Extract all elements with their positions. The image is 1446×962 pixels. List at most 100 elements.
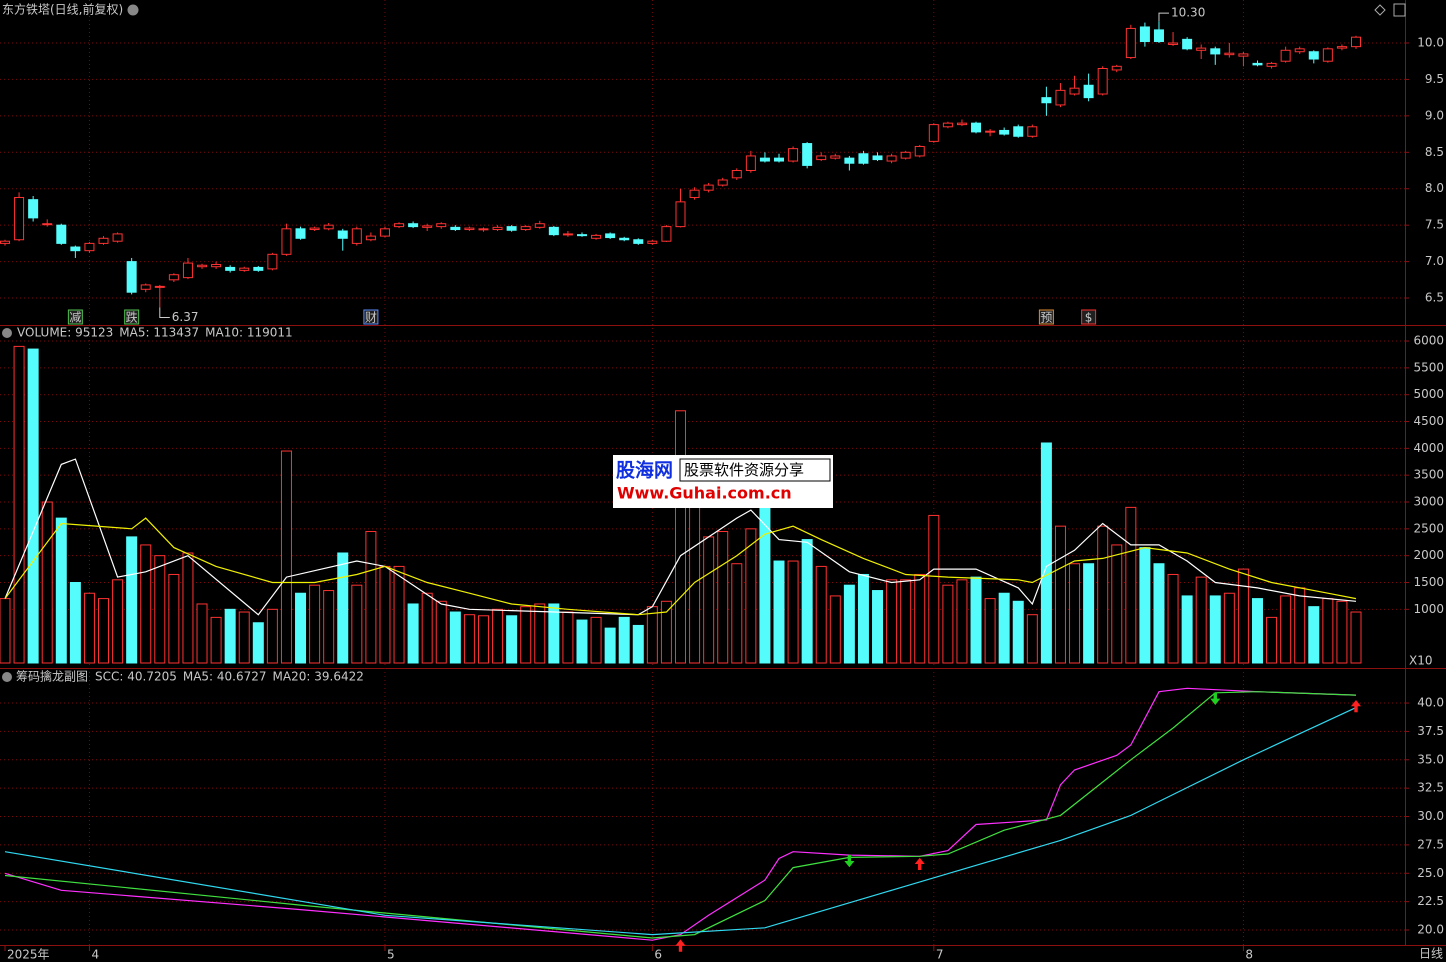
volume-bar xyxy=(857,573,869,664)
watermark: 股海网 股票软件资源分享 Www.Guhai.com.cn xyxy=(613,455,833,508)
volume-bar xyxy=(435,600,447,664)
volume-bar xyxy=(1097,525,1109,664)
y-tick-label: 4500 xyxy=(1413,414,1444,428)
candle-body xyxy=(56,224,67,244)
x-tick-label: 2025年 xyxy=(7,948,50,962)
candle-body xyxy=(70,246,81,252)
volume-bar xyxy=(1153,563,1165,664)
volume-bar xyxy=(886,579,898,664)
candle-body xyxy=(450,226,461,231)
event-marker: 减 xyxy=(69,311,81,325)
candle-body xyxy=(126,261,137,293)
candle-body xyxy=(1351,36,1361,48)
candle-body xyxy=(900,151,911,159)
volume-bar xyxy=(140,544,152,664)
event-marker: 跌 xyxy=(126,310,138,325)
candle-body xyxy=(14,196,25,241)
volume-bar xyxy=(576,619,588,664)
volume-bar xyxy=(675,410,686,664)
volume-bar xyxy=(717,531,729,664)
candle-body xyxy=(1055,89,1066,106)
volume-bar xyxy=(1054,525,1066,664)
candle-body xyxy=(830,155,841,159)
volume-bar xyxy=(351,584,363,664)
candle-body xyxy=(1182,38,1193,50)
volume-bar xyxy=(196,603,208,664)
candle-body xyxy=(365,235,376,241)
legend-entry: MA10: 119011 xyxy=(205,326,293,340)
event-marker-box xyxy=(67,309,83,325)
signal-arrow xyxy=(1210,692,1221,705)
volume-bar xyxy=(83,592,95,664)
volume-bar xyxy=(1350,611,1362,664)
candle-body xyxy=(1196,47,1207,51)
y-tick-label: 35.0 xyxy=(1417,752,1444,766)
volume-bar xyxy=(224,608,236,664)
diamond-button[interactable] xyxy=(1374,4,1386,16)
dropdown-icon[interactable] xyxy=(2,328,12,338)
candle-body xyxy=(492,226,503,231)
volume-bar xyxy=(379,565,391,664)
volume-bar xyxy=(463,614,475,664)
volume-bar xyxy=(562,611,574,664)
y-tick-label: 5000 xyxy=(1413,387,1444,401)
candle-body xyxy=(337,230,348,239)
candle-body xyxy=(478,228,489,231)
candle-body xyxy=(999,129,1010,135)
candle-body xyxy=(647,240,658,244)
volume-bar xyxy=(1336,600,1348,664)
candle-body xyxy=(436,223,447,228)
volume-bar xyxy=(604,627,616,664)
candle-body xyxy=(197,264,208,268)
volume-bar xyxy=(1125,506,1137,664)
volume-bar xyxy=(787,560,799,664)
volume-bar xyxy=(365,531,377,664)
volume-bar xyxy=(1167,573,1179,664)
volume-bar xyxy=(421,592,433,664)
line-series xyxy=(4,691,1357,939)
y-tick-label: 3500 xyxy=(1413,468,1444,482)
volume-bar xyxy=(477,615,489,664)
volume-bar xyxy=(393,565,405,664)
volume-bar xyxy=(900,579,912,664)
candle-body xyxy=(408,223,419,228)
candle-body xyxy=(985,130,996,133)
x-tick-label: 4 xyxy=(91,948,99,962)
candle-body xyxy=(42,223,53,226)
candle-body xyxy=(1041,97,1052,104)
candle-body xyxy=(872,155,883,161)
candle-body xyxy=(239,267,250,271)
x-tick-label: 6 xyxy=(654,948,662,962)
candle-body xyxy=(1294,48,1305,53)
annotation-label: 10.30 xyxy=(1171,6,1205,20)
dropdown-icon[interactable] xyxy=(127,4,139,16)
candle-body xyxy=(506,226,517,231)
candle-body xyxy=(1153,29,1164,43)
y-tick-label: 1500 xyxy=(1413,575,1444,589)
volume-bar xyxy=(168,573,180,664)
candle-body xyxy=(689,189,700,198)
volume-bar xyxy=(323,590,335,664)
dropdown-icon[interactable] xyxy=(2,672,12,682)
volume-bar xyxy=(210,616,222,664)
volume-bar xyxy=(407,603,419,664)
volume-bar xyxy=(154,555,166,664)
y-tick-label: 8.0 xyxy=(1425,181,1444,195)
candle-body xyxy=(0,240,10,244)
volume-bar xyxy=(534,603,546,664)
candle-body xyxy=(703,184,714,191)
candle-body xyxy=(675,201,686,228)
annotation-arrow xyxy=(159,307,170,319)
volume-bar xyxy=(703,536,715,664)
volume-bar xyxy=(41,501,53,664)
candle-body xyxy=(1266,62,1277,67)
volume-bar xyxy=(942,584,954,664)
volume-bar xyxy=(309,584,321,664)
volume-bar xyxy=(548,603,560,664)
window-button[interactable] xyxy=(1393,3,1406,17)
candle-body xyxy=(1069,87,1080,95)
line-series xyxy=(4,458,1357,616)
legend-entry: MA5: 40.6727 xyxy=(183,670,267,684)
candle-body xyxy=(1238,53,1249,57)
candle-body xyxy=(717,179,728,186)
